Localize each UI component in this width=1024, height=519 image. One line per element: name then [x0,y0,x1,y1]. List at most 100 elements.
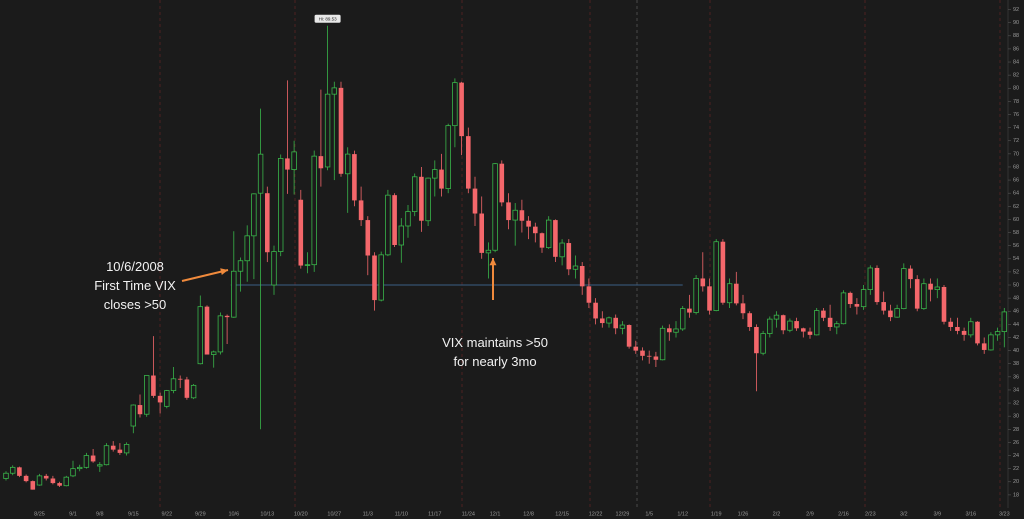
candle-body [707,286,712,311]
candle-body [244,235,250,262]
candle-body [143,375,150,415]
y-tick-label: 92 [1013,7,1019,13]
candle-body [372,255,377,301]
candle-body [988,334,994,351]
y-tick-label: 26 [1013,440,1019,446]
candle-body [659,327,666,361]
candle-body [385,194,391,256]
candle-body [157,395,163,403]
candle-body [680,308,686,330]
candle-body [579,265,585,287]
candle-body [673,328,679,333]
candle-body [881,302,886,311]
x-tick-label: 11/17 [428,511,441,517]
candle-body [867,267,873,291]
candle-body [888,310,893,318]
candle-body [546,219,552,249]
candle-body [472,188,478,214]
x-tick-label: 2/16 [838,511,849,517]
x-tick-label: 11/24 [462,511,475,517]
x-tick-label: 2/2 [773,511,781,517]
y-tick-label: 88 [1013,33,1019,39]
candle-body [425,177,431,222]
y-tick-label: 36 [1013,374,1019,380]
high-label: Hi: 89.53 [319,16,338,21]
candle-body [975,321,980,344]
candle-body [217,315,224,353]
candle-body [687,308,692,313]
candle-body [50,478,56,484]
candle-body [445,125,451,190]
x-tick-label: 12/1 [490,511,501,517]
candle-body [298,199,304,266]
candle-body [291,151,297,170]
x-tick-label: 3/23 [999,511,1010,517]
candle-body [640,350,645,356]
candle-body [519,210,525,221]
x-tick-label: 12/8 [523,511,534,517]
candle-body [539,233,545,248]
candle-body [773,314,780,320]
y-tick-label: 40 [1013,348,1019,354]
candle-body [754,326,759,354]
candle-body [231,270,237,318]
candle-body [30,481,36,490]
candle-body [934,286,940,291]
x-tick-label: 3/16 [965,511,976,517]
x-tick-label: 9/15 [128,511,139,517]
candle-body [506,202,511,221]
y-tick-label: 34 [1013,387,1019,393]
annotation: closes >50 [104,297,167,312]
candle-body [405,211,411,227]
y-tick-label: 54 [1013,256,1019,262]
candle-body [827,317,833,327]
x-tick-label: 12/29 [616,511,630,517]
candle-body [432,169,438,179]
arrow-head [489,258,497,266]
candle-body [854,304,860,307]
y-tick-label: 52 [1013,269,1019,275]
y-tick-label: 38 [1013,361,1019,367]
annotation: First Time VIX [94,278,176,293]
candle-body [874,267,880,303]
candle-body [726,283,733,304]
x-tick-label: 11/10 [395,511,408,517]
y-tick-label: 56 [1013,243,1019,249]
y-tick-label: 20 [1013,479,1019,485]
high-bubble [314,14,341,23]
candle-body [9,466,16,474]
candle-body [499,163,505,203]
arrow-shaft [181,269,229,282]
y-tick-label: 22 [1013,466,1019,472]
x-tick-label: 9/1 [69,511,77,517]
y-tick-label: 80 [1013,86,1019,92]
y-tick-label: 28 [1013,427,1019,433]
y-tick-label: 74 [1013,125,1019,131]
candle-body [593,302,598,319]
x-tick-label: 3/2 [900,511,908,517]
candle-body [411,176,418,212]
candle-body [177,378,183,380]
candle-body [23,475,29,482]
candle-body [600,318,605,324]
candle-body [1001,311,1007,332]
candle-body [633,346,639,351]
candle-body [204,306,210,355]
candle-body [277,158,284,252]
candle-body [921,283,927,310]
y-tick-label: 84 [1013,59,1019,65]
candle-body [137,405,143,415]
candle-body [57,483,62,486]
x-tick-label: 1/5 [645,511,653,517]
candle-body [653,356,659,360]
candle-body [197,306,203,365]
candle-body [646,355,652,357]
candle-body [586,286,592,303]
candle-body [901,268,907,310]
candle-body [713,241,719,311]
candle-body [794,321,799,329]
y-tick-label: 32 [1013,401,1019,407]
x-tick-label: 10/20 [294,511,308,517]
candle-body [237,260,244,272]
